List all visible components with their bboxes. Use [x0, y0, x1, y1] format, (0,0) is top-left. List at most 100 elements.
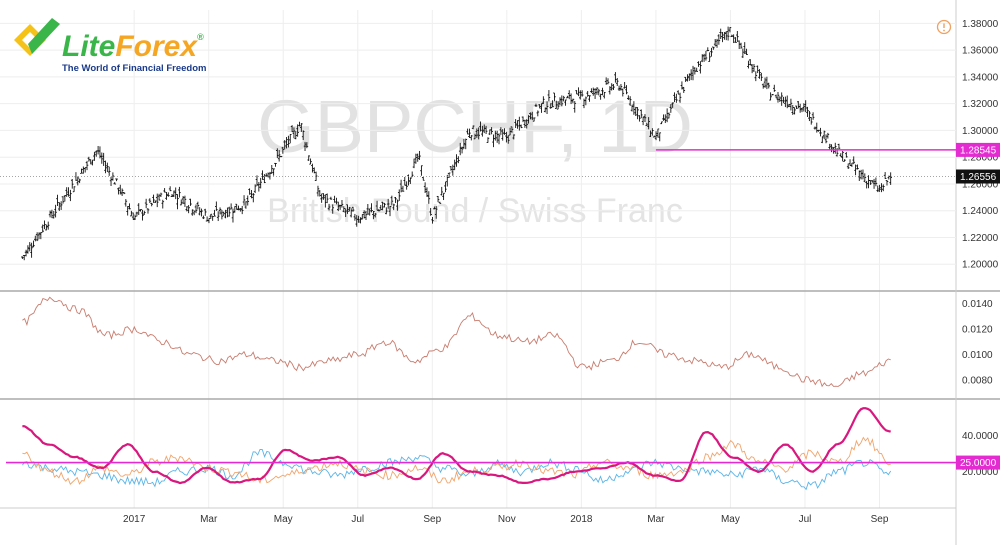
ohlc-bar	[115, 178, 118, 182]
ohlc-bar	[554, 100, 558, 109]
ohlc-bar	[558, 97, 562, 106]
ohlc-bar	[833, 142, 837, 154]
ohlc-bar	[139, 209, 142, 212]
ohlc-bar	[477, 127, 480, 140]
ohlc-bar	[627, 95, 630, 100]
ohlc-bar	[276, 148, 279, 159]
ohlc-bar	[357, 215, 360, 223]
ohlc-bar	[41, 224, 44, 233]
ohlc-bar	[505, 131, 508, 143]
ohlc-bar	[883, 172, 887, 179]
ohlc-bar	[102, 152, 105, 166]
ohlc-bar	[28, 242, 32, 252]
ohlc-bar	[21, 256, 24, 259]
ohlc-bar	[82, 166, 85, 174]
ohlc-bar	[414, 153, 418, 164]
ohlc-bar	[107, 166, 111, 176]
ohlc-bar	[710, 47, 713, 57]
alert-circle-icon[interactable]	[936, 19, 952, 35]
ohlc-bar	[351, 206, 355, 212]
logo-wordmark: LiteForex®	[62, 30, 204, 63]
ohlc-bar	[312, 167, 316, 174]
ohlc-bar	[301, 130, 305, 141]
ohlc-bar	[72, 186, 76, 193]
ohlc-bar	[370, 203, 373, 213]
ohlc-bar	[654, 131, 658, 141]
ohlc-bar	[91, 159, 94, 166]
di-plus-line	[22, 449, 892, 491]
ohlc-bar	[211, 215, 214, 221]
price-tick-label: 1.20000	[962, 260, 999, 271]
ohlc-bar	[329, 196, 333, 200]
ohlc-bar	[798, 103, 802, 113]
ohlc-bar	[215, 201, 218, 211]
ohlc-bar	[503, 128, 506, 135]
ohlc-bar	[726, 26, 730, 41]
time-tick-label: 2018	[570, 514, 593, 525]
ohlc-bar	[366, 203, 370, 215]
ohlc-bar	[876, 185, 880, 193]
ohlc-bar	[673, 92, 676, 103]
ohlc-bar	[471, 125, 475, 130]
ohlc-bar	[455, 154, 458, 167]
ohlc-bar	[604, 77, 608, 85]
last-price-label: 1.26556	[960, 172, 997, 183]
ohlc-bar	[416, 153, 420, 162]
ohlc-bar	[311, 163, 314, 173]
ohlc-bar	[667, 112, 671, 119]
ohlc-bar	[793, 107, 796, 115]
ohlc-bar	[521, 116, 525, 123]
ohlc-bar	[817, 129, 820, 132]
ohlc-bar	[878, 184, 881, 192]
ohlc-bar	[320, 193, 323, 203]
ohlc-bar	[388, 206, 392, 217]
ohlc-bar	[715, 38, 719, 48]
ohlc-bar	[457, 156, 460, 164]
ohlc-bar	[789, 98, 793, 111]
ohlc-bar	[340, 199, 344, 208]
ohlc-bar	[708, 52, 711, 62]
ohlc-bar	[96, 145, 100, 155]
ohlc-bar	[845, 152, 848, 158]
ohlc-bar	[131, 212, 135, 220]
price-y-axis: 1.38000 1.36000 1.34000 1.32000 1.30000 1.280…	[0, 19, 999, 271]
ohlc-bar	[130, 210, 133, 217]
ohlc-bar	[281, 146, 285, 154]
time-tick-label: Mar	[200, 514, 218, 525]
ohlc-bar	[43, 220, 46, 230]
ohlc-bar	[732, 34, 735, 44]
ohlc-bar	[176, 194, 179, 210]
ohlc-bar	[728, 27, 732, 33]
ohlc-bar	[76, 176, 80, 186]
ohlc-bar	[536, 110, 540, 117]
ohlc-bar	[717, 34, 721, 45]
ohlc-bar	[527, 115, 530, 124]
time-tick-label: Sep	[871, 514, 889, 525]
ohlc-bar	[235, 203, 238, 211]
ohlc-bar	[122, 192, 126, 195]
ohlc-bar	[168, 186, 172, 192]
time-tick-label: May	[721, 514, 740, 525]
ohlc-bar	[824, 134, 828, 144]
ohlc-bar	[285, 137, 288, 149]
ohlc-bar	[614, 72, 617, 83]
ohlc-bar	[155, 193, 159, 208]
ohlc-bar	[639, 109, 643, 119]
ohlc-bar	[619, 83, 623, 91]
ohlc-bar	[564, 99, 567, 106]
ohlc-bar	[787, 103, 791, 108]
ohlc-bar	[24, 249, 28, 257]
ohlc-bar	[198, 207, 202, 216]
ohlc-bar	[678, 92, 682, 103]
adx-level-badge	[956, 455, 1000, 470]
ohlc-bar	[59, 201, 63, 210]
ohlc-bar	[307, 155, 311, 161]
ohlc-bar	[754, 71, 758, 82]
ohlc-bar	[761, 83, 765, 89]
ohlc-bar	[767, 82, 771, 89]
ohlc-bar	[852, 156, 856, 165]
ohlc-bar	[421, 177, 425, 181]
ohlc-bar	[776, 91, 780, 103]
ohlc-bar	[782, 96, 785, 104]
ohlc-bar	[316, 185, 320, 197]
